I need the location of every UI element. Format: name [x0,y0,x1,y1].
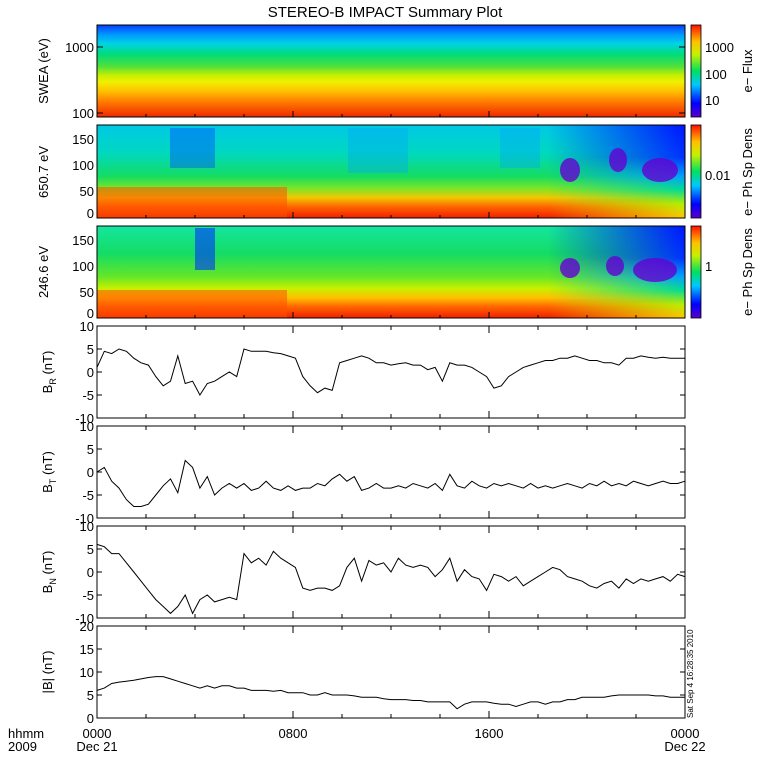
ytick-label: -5 [82,388,94,403]
side-stamp: Sat Sep 4 16:28:35 2010 [686,629,695,718]
ylabel-unit: (nT) [40,351,55,378]
ytick-label: -5 [82,588,94,603]
ytick-label: -10 [75,411,94,426]
ytick-label: -5 [82,488,94,503]
ylabel-main: |B| [40,678,55,693]
panel-ylabel: |B| (nT) [40,651,55,694]
x-left-label-year: 2009 [8,739,37,754]
panel-ylabel: BR (nT) [40,351,58,394]
series-line-bt [96,459,686,507]
ytick-label: 15 [80,642,94,657]
ytick-label: 0 [87,365,94,380]
pad-650-panel: 150 100 50 0 650.7 eV 0.01 e− Ph Sp Dens [36,124,755,221]
ytick-label: -10 [75,511,94,526]
x-date-label: Dec 21 [76,739,117,754]
ytick-label: 10 [80,319,94,334]
panel-bn: 10 5 0 -5 -10 BN (nT) [40,519,686,626]
pad-246-ytick: 150 [72,233,94,248]
panel-ylabel: BT (nT) [40,451,58,493]
pad-650-ytick: 100 [72,158,94,173]
ytick-label: -10 [75,611,94,626]
swea-panel: 1000 100 SWEA (eV) 1000 100 10 e− Flux [36,24,755,121]
panel-frame [96,325,686,419]
pad-650-cbar-tick: 0.01 [705,168,730,183]
pad-650-colorbar [690,124,702,219]
panel-frame [96,625,686,719]
ylabel-main: B [40,585,55,594]
ytick-label: 10 [80,519,94,534]
panel-bt: 10 5 0 -5 -10 BT (nT) [40,419,686,526]
pad-246-colorbar [690,225,702,319]
swea-cbar-tick: 100 [705,67,727,82]
ytick-label: 10 [80,665,94,680]
ytick-label: 5 [87,442,94,457]
pad-246-ytick: 50 [80,285,94,300]
ylabel-main: B [40,484,55,493]
swea-colorbar [690,24,702,118]
swea-ytick: 1000 [65,40,94,55]
x-date-label: Dec 22 [664,739,705,754]
panel-frame [96,425,686,519]
ylabel-unit: (nT) [40,651,55,678]
x-tick-label: 1600 [475,726,504,741]
ytick-label: 5 [87,542,94,557]
swea-ylabel: SWEA (eV) [36,38,51,104]
ylabel-subscript: T [48,478,58,484]
ylabel-unit: (nT) [40,451,55,478]
ylabel-main: B [40,385,55,394]
ytick-label: 10 [80,419,94,434]
ytick-label: 0 [87,465,94,480]
swea-ytick: 100 [72,106,94,121]
pad-650-cbar-label: e− Ph Sp Dens [740,128,755,216]
ytick-label: 20 [80,619,94,634]
plot-title: STEREO-B IMPACT Summary Plot [268,4,503,21]
ytick-label: 0 [87,711,94,726]
ylabel-subscript: R [48,378,58,385]
pad-246-cbar-label: e− Ph Sp Dens [740,228,755,316]
panel-ylabel: BN (nT) [40,551,58,594]
swea-cbar-tick: 1000 [705,40,734,55]
pad-650-ytick: 150 [72,132,94,147]
x-left-label-hhmm: hhmm [8,726,44,741]
pad-246-panel: 150 100 50 0 246.6 eV 1 e− Ph Sp Dens [36,225,755,321]
pad-246-ylabel: 246.6 eV [36,246,51,298]
swea-cbar-label: e− Flux [740,49,755,92]
panel-b: 20 15 10 5 0 |B| (nT) [40,619,686,726]
ytick-label: 0 [87,565,94,580]
swea-cbar-tick: 10 [705,93,719,108]
x-tick-label: 0000 [671,726,700,741]
pad-650-ytick: 0 [87,206,94,221]
pad-246-ytick: 100 [72,259,94,274]
pad-246-cbar-tick: 1 [705,259,712,274]
pad-650-ylabel: 650.7 eV [36,146,51,198]
ytick-label: 5 [87,688,94,703]
ylabel-subscript: N [48,578,58,585]
pad-246-ytick: 0 [87,306,94,321]
x-tick-label: 0000 [83,726,112,741]
series-line-b [96,676,685,710]
ylabel-unit: (nT) [40,551,55,578]
series-line-bn [96,543,686,615]
pad-650-ytick: 50 [80,184,94,199]
series-line-br [96,348,685,396]
panel-br: 10 5 0 -5 -10 BR (nT) [40,319,686,426]
ytick-label: 5 [87,342,94,357]
swea-spectrogram [97,25,685,117]
x-tick-label: 0800 [279,726,308,741]
